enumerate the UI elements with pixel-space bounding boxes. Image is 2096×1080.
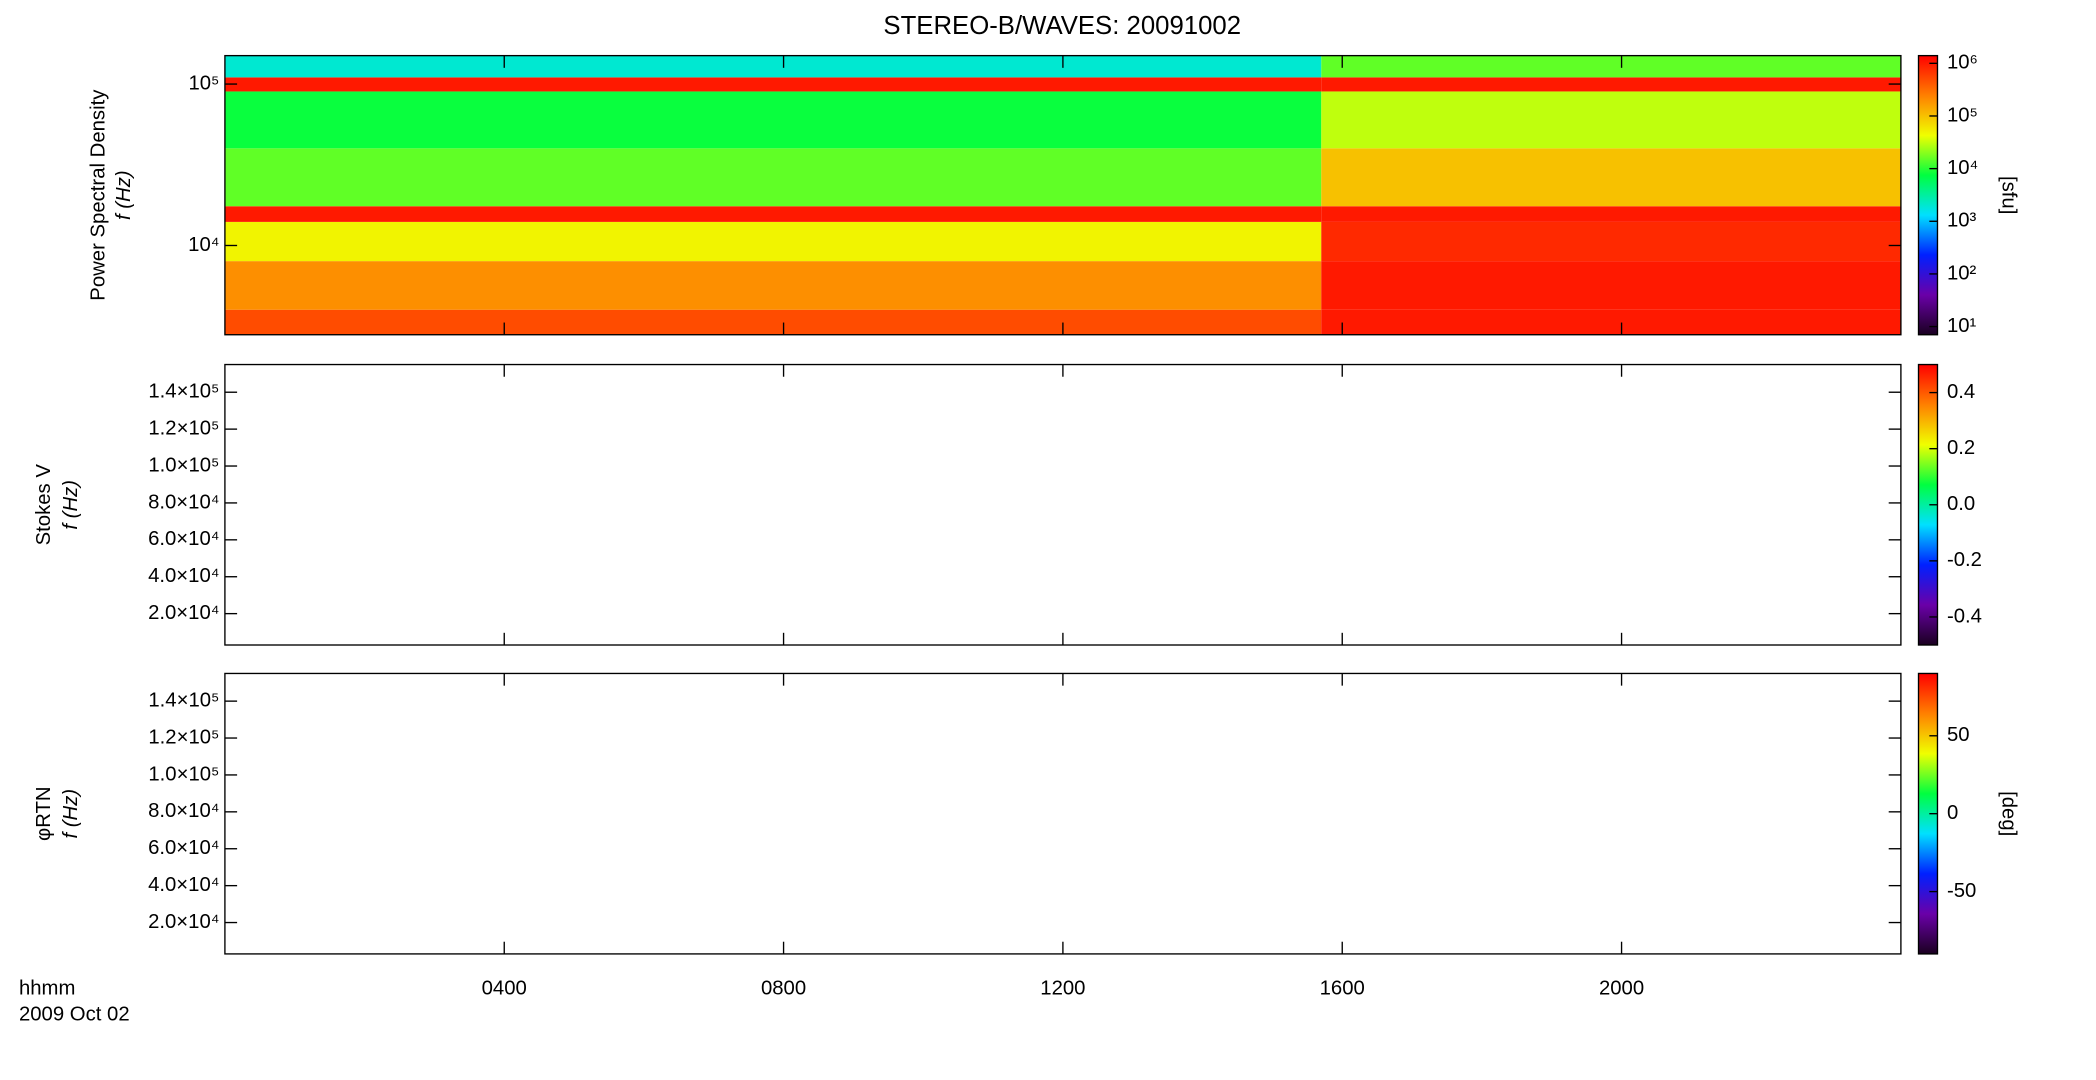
colorbar-tick-label: 0 — [1947, 802, 1958, 824]
y-tick-label: 10⁵ — [188, 72, 219, 94]
colorbar-tick-label: 10⁵ — [1947, 104, 1978, 126]
y-tick-label: 4.0×10⁴ — [148, 565, 219, 587]
y-tick-label: 1.0×10⁵ — [148, 454, 219, 476]
heat-cell — [1321, 77, 1901, 92]
colorbar-tick-label: 10³ — [1947, 210, 1977, 232]
y-tick-label: 4.0×10⁴ — [148, 874, 219, 896]
y-tick-label: 2.0×10⁴ — [148, 911, 219, 933]
y-tick-label: 1.0×10⁵ — [148, 763, 219, 785]
x-tick-label: 1600 — [1320, 978, 1365, 1000]
colorbar-tick-label: 10² — [1947, 262, 1977, 284]
x-axis-label: hhmm — [19, 978, 75, 1000]
y-tick-label: 6.0×10⁴ — [148, 528, 219, 550]
heat-cell — [1321, 206, 1901, 222]
colorbar-tick-label: 0.4 — [1947, 381, 1975, 403]
heat-cell — [224, 221, 1322, 262]
y-tick-label: 1.4×10⁵ — [148, 690, 219, 712]
heat-cell — [224, 77, 1322, 92]
chart-title: STEREO-B/WAVES: 20091002 — [883, 12, 1241, 40]
y-axis-label: Stokes V — [33, 464, 55, 546]
y-tick-label: 1.2×10⁵ — [148, 417, 219, 439]
y-axis-label: Power Spectral Density — [87, 89, 109, 301]
heat-cell — [224, 206, 1322, 222]
colorbar-label: [sfu] — [1998, 176, 2020, 214]
colorbar-tick-label: 10⁴ — [1947, 157, 1978, 179]
heat-cell — [224, 55, 1322, 78]
y-axis-label: φRTN — [33, 786, 55, 841]
heat-cell — [224, 309, 1322, 335]
y-axis-label: f (Hz) — [60, 789, 82, 839]
y-tick-label: 10⁴ — [188, 234, 219, 256]
colorbar-tick-label: 0.0 — [1947, 493, 1975, 515]
y-tick-label: 1.4×10⁵ — [148, 381, 219, 403]
heat-cell — [1321, 148, 1901, 207]
heat-cell — [224, 91, 1322, 149]
colorbar — [1917, 54, 1939, 336]
x-tick-label: 2000 — [1599, 978, 1644, 1000]
y-tick-label: 6.0×10⁴ — [148, 837, 219, 859]
y-tick-label: 2.0×10⁴ — [148, 602, 219, 624]
x-tick-label: 0400 — [482, 978, 527, 1000]
colorbar-tick-label: 10¹ — [1947, 315, 1977, 337]
heat-cell — [224, 261, 1322, 310]
y-axis-label: f (Hz) — [60, 480, 82, 530]
heat-cell — [1321, 221, 1901, 262]
heat-cell — [224, 148, 1322, 207]
x-tick-label: 1200 — [1040, 978, 1085, 1000]
colorbar-tick-label: 0.2 — [1947, 437, 1975, 459]
colorbar-tick-label: -50 — [1947, 880, 1976, 902]
heat-cell — [1321, 55, 1901, 78]
colorbar-tick-label: 10⁶ — [1947, 52, 1978, 74]
y-tick-label: 8.0×10⁴ — [148, 800, 219, 822]
y-tick-label: 1.2×10⁵ — [148, 726, 219, 748]
heat-cell — [1321, 91, 1901, 149]
plot-frame — [224, 672, 1902, 955]
plot-frame — [224, 363, 1902, 646]
colorbar-label: [deg] — [1998, 791, 2020, 836]
colorbar-tick-label: -0.2 — [1947, 549, 1982, 571]
colorbar-tick-label: -0.4 — [1947, 605, 1982, 627]
date-label: 2009 Oct 02 — [19, 1003, 130, 1025]
heat-cell — [1321, 309, 1901, 335]
y-axis-label: f (Hz) — [113, 170, 135, 220]
y-tick-label: 8.0×10⁴ — [148, 491, 219, 513]
heat-cell — [1321, 261, 1901, 310]
colorbar-tick-label: 50 — [1947, 724, 1970, 746]
x-tick-label: 0800 — [761, 978, 806, 1000]
